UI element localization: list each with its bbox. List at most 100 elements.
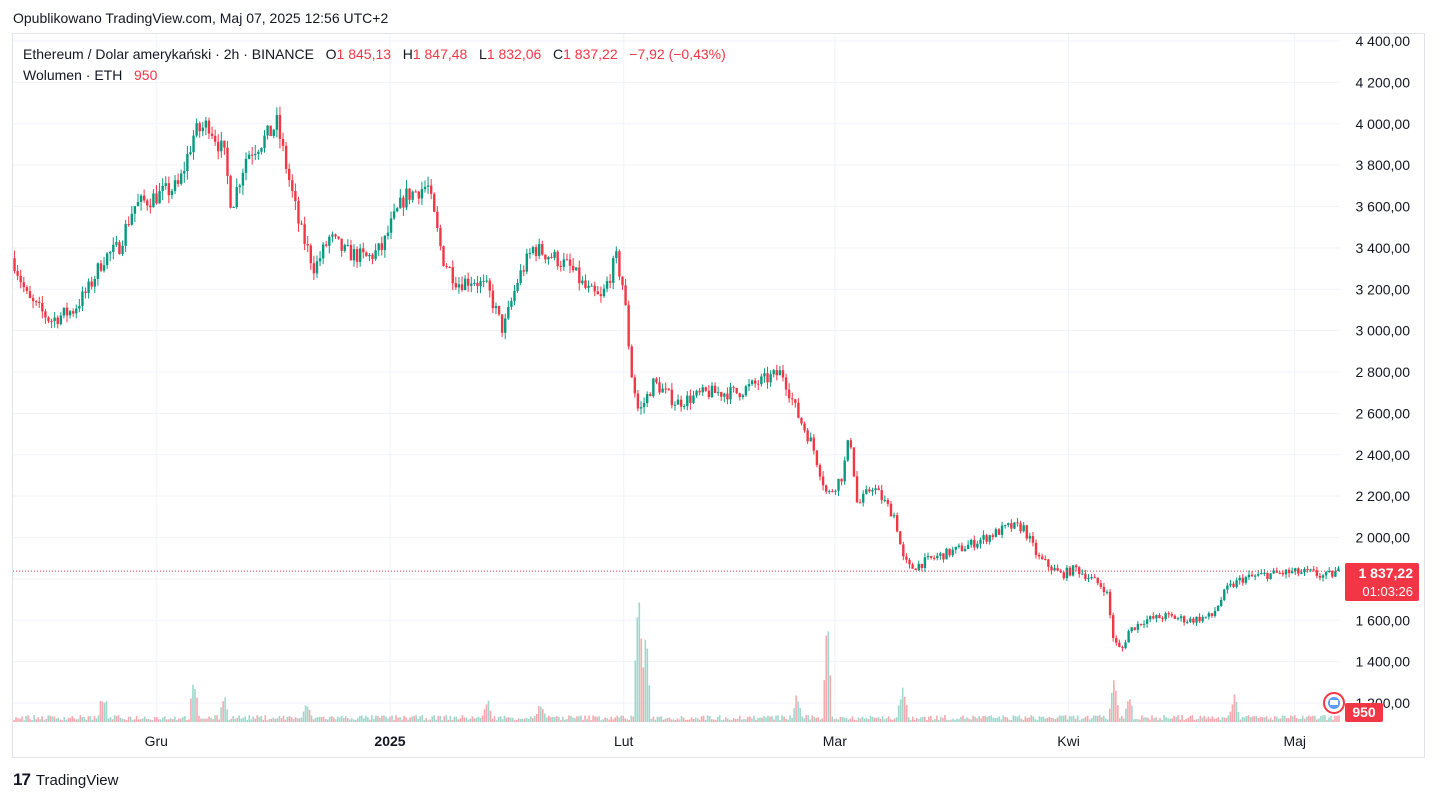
candle-body bbox=[645, 394, 649, 403]
volume-bar bbox=[318, 716, 321, 722]
volume-bar bbox=[1106, 719, 1109, 722]
tradingview-logo-icon: 17 bbox=[13, 770, 31, 789]
candle-body bbox=[547, 256, 550, 260]
candle-body bbox=[1300, 572, 1303, 574]
candle-body bbox=[457, 284, 461, 288]
candle-body bbox=[1139, 623, 1143, 625]
volume-bar bbox=[342, 718, 345, 722]
volume-bar bbox=[793, 708, 795, 722]
volume-bar bbox=[1281, 715, 1284, 722]
volume-bar bbox=[660, 716, 663, 722]
candle-body bbox=[102, 265, 106, 271]
volume-bar bbox=[1255, 716, 1258, 722]
candle-body bbox=[599, 294, 603, 297]
y-tick-label: 1 600,00 bbox=[1356, 612, 1411, 628]
volume-bar bbox=[1306, 716, 1308, 722]
candle-body bbox=[321, 244, 325, 259]
tradingview-logo[interactable]: 17 TradingView bbox=[13, 770, 118, 790]
volume-bar bbox=[77, 718, 80, 722]
volume-bar bbox=[1042, 716, 1045, 722]
volume-bar bbox=[777, 715, 779, 722]
volume-bar bbox=[893, 718, 896, 722]
volume-bar bbox=[298, 718, 301, 722]
candle-body bbox=[325, 244, 328, 246]
candle-body bbox=[81, 291, 84, 306]
candle-body bbox=[812, 437, 816, 451]
volume-bar bbox=[1084, 716, 1087, 722]
volume-bar bbox=[1338, 715, 1340, 722]
volume-bar bbox=[572, 717, 574, 722]
volume-bar bbox=[1239, 719, 1242, 722]
candle-body bbox=[1284, 569, 1288, 575]
volume-bar bbox=[346, 717, 349, 722]
volume-bar bbox=[260, 715, 263, 722]
volume-bar bbox=[1147, 717, 1149, 722]
legend-symbol[interactable]: Ethereum / Dolar amerykański · 2h · BINA… bbox=[23, 46, 314, 62]
candle-body bbox=[294, 191, 297, 202]
candle-body bbox=[1084, 573, 1087, 580]
volume-bar bbox=[399, 717, 401, 722]
volume-bar bbox=[324, 718, 327, 722]
y-tick-label: 3 800,00 bbox=[1356, 157, 1411, 173]
candle-body bbox=[389, 218, 393, 233]
candle-body bbox=[420, 189, 424, 199]
volume-bar bbox=[164, 716, 166, 722]
candle-body bbox=[541, 244, 544, 255]
volume-bar bbox=[1078, 720, 1081, 722]
volume-bar bbox=[256, 715, 259, 722]
volume-bar bbox=[907, 717, 910, 722]
volume-bar bbox=[447, 719, 450, 722]
volume-bar bbox=[859, 718, 862, 722]
volume-bar bbox=[594, 716, 596, 722]
volume-bar bbox=[791, 717, 793, 722]
volume-bar bbox=[1108, 708, 1111, 722]
volume-bar bbox=[1293, 715, 1296, 722]
volume-bar bbox=[166, 719, 168, 722]
grid-lines bbox=[13, 34, 1340, 724]
candle-body bbox=[1201, 616, 1204, 622]
y-tick-label: 2 600,00 bbox=[1356, 405, 1411, 421]
volume-bar bbox=[220, 707, 222, 722]
candle-body bbox=[704, 387, 708, 391]
volume-bar bbox=[214, 715, 216, 722]
candle-body bbox=[1170, 613, 1174, 616]
volume-bar bbox=[47, 715, 49, 722]
candle-body bbox=[713, 385, 717, 393]
candle-body bbox=[121, 245, 124, 255]
volume-bar bbox=[1024, 716, 1027, 722]
volume-bar bbox=[891, 719, 894, 722]
volume-bar bbox=[562, 716, 564, 722]
candle-body bbox=[414, 191, 417, 193]
candle-body bbox=[22, 282, 26, 288]
volume-bar bbox=[222, 701, 224, 722]
volume-bar bbox=[161, 717, 164, 722]
volume-bar bbox=[930, 715, 932, 722]
volume-bar bbox=[1110, 692, 1113, 722]
volume-bar bbox=[31, 720, 33, 722]
candle-body bbox=[346, 245, 350, 247]
volume-bar bbox=[622, 715, 625, 722]
volume-bar bbox=[1133, 719, 1135, 722]
volume-bar bbox=[924, 716, 926, 722]
candle-body bbox=[179, 173, 183, 184]
volume-bar bbox=[1193, 719, 1196, 722]
volume-bar bbox=[487, 700, 490, 722]
volume-bar bbox=[1291, 716, 1294, 722]
candle-body bbox=[44, 311, 47, 318]
candle-body bbox=[53, 317, 56, 322]
candle-body bbox=[1124, 642, 1127, 649]
candle-body bbox=[880, 490, 883, 501]
volume-bar bbox=[626, 719, 629, 722]
candle-body bbox=[1287, 569, 1291, 574]
volume-bar bbox=[672, 719, 675, 722]
candle-body bbox=[423, 186, 427, 190]
candle-body bbox=[186, 154, 189, 171]
volume-flag-icon[interactable] bbox=[1323, 692, 1345, 714]
volume-bar bbox=[1123, 718, 1125, 722]
volume-bar bbox=[708, 715, 711, 722]
volume-bar bbox=[280, 718, 283, 722]
volume-bar bbox=[1098, 715, 1101, 722]
volume-bar bbox=[1012, 715, 1015, 722]
legend-volume-label[interactable]: Wolumen · ETH bbox=[23, 67, 123, 83]
